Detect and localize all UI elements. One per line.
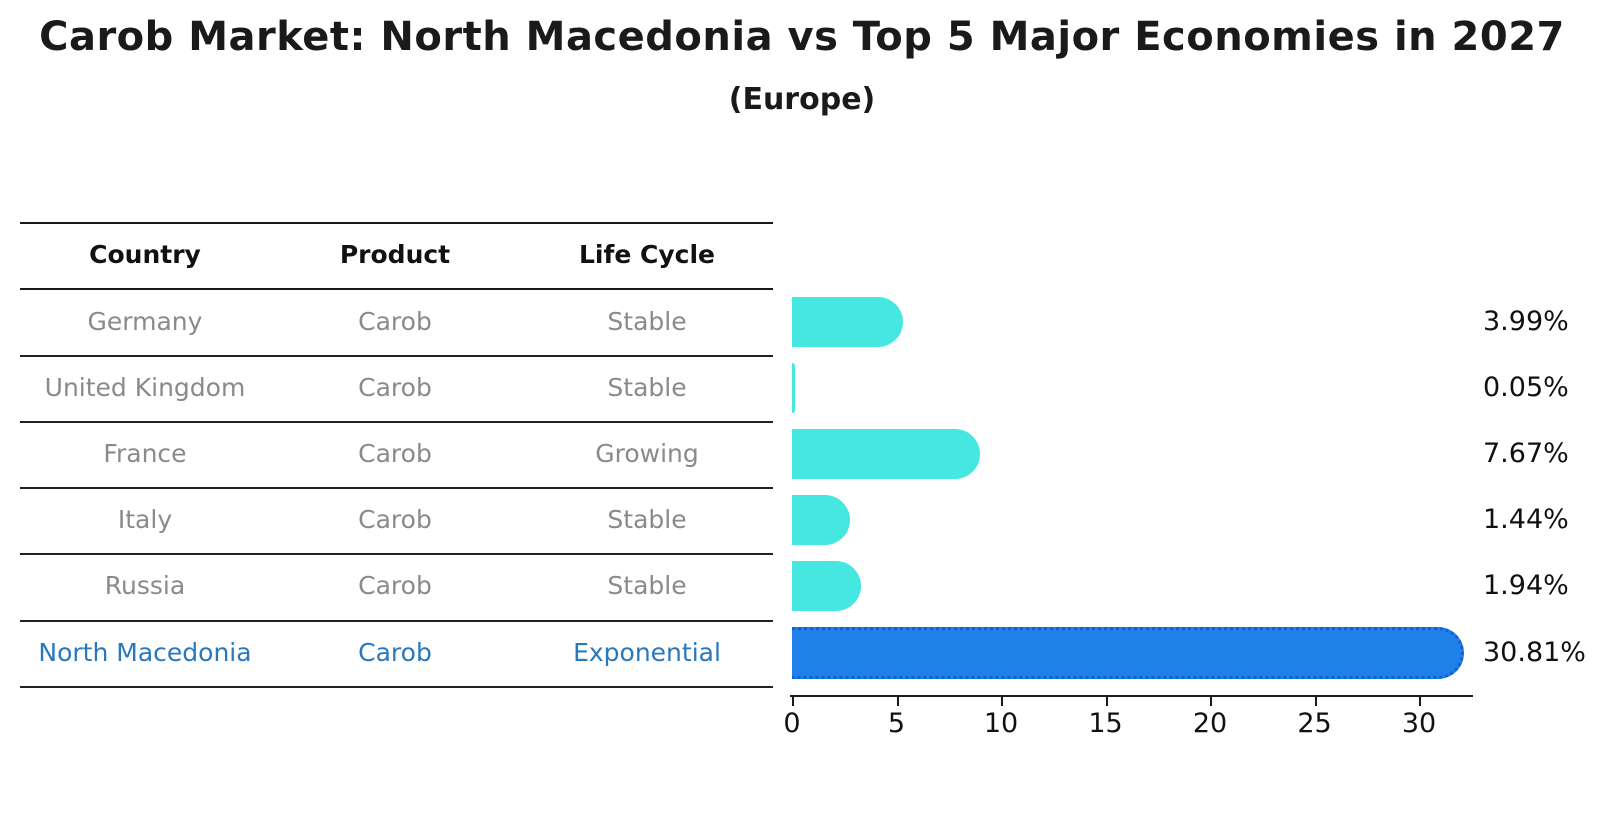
- x-tick-mark: [1105, 695, 1108, 706]
- table-cell-country-highlighted: North Macedonia: [38, 638, 252, 667]
- row-rule: [20, 620, 773, 622]
- table-cell-product-highlighted: Carob: [358, 638, 432, 667]
- table-cell-country: United Kingdom: [44, 373, 246, 402]
- x-axis-line: [790, 695, 1473, 697]
- x-tick-mark: [1210, 695, 1212, 706]
- x-tick-mark: [1314, 695, 1317, 706]
- x-tick-label: 20: [1192, 708, 1228, 739]
- value-label: 7.67%: [1483, 438, 1569, 469]
- x-tick-mark: [1001, 695, 1003, 706]
- column-header-product: Product: [339, 240, 451, 269]
- bar-germany: [792, 297, 903, 347]
- chart-subtitle: (Europe): [728, 82, 876, 117]
- table-cell-product: Carob: [358, 373, 432, 402]
- bar-north-macedonia-highlighted: [792, 627, 1464, 679]
- row-rule: [20, 355, 773, 357]
- row-rule: [20, 421, 773, 423]
- bar-france: [792, 429, 980, 479]
- table-cell-life-cycle: Growing: [595, 439, 699, 468]
- column-header-life-cycle: Life Cycle: [578, 240, 716, 269]
- x-tick-label: 25: [1297, 708, 1332, 739]
- value-label: 1.94%: [1483, 570, 1569, 601]
- x-tick-mark: [896, 695, 899, 706]
- table-cell-country: Germany: [87, 307, 203, 336]
- column-header-country: Country: [89, 240, 201, 269]
- table-cell-life-cycle-highlighted: Exponential: [573, 638, 721, 667]
- x-tick-label: 30: [1401, 708, 1437, 739]
- table-header-rule: [20, 288, 773, 290]
- value-label: 0.05%: [1483, 372, 1569, 403]
- table-cell-country: Italy: [117, 505, 173, 534]
- x-tick-mark: [1419, 695, 1421, 706]
- table-top-rule: [20, 222, 773, 224]
- table-cell-product: Carob: [358, 505, 432, 534]
- table-cell-life-cycle: Stable: [607, 571, 687, 600]
- table-cell-product: Carob: [358, 571, 432, 600]
- bar-italy: [792, 495, 850, 545]
- table-cell-life-cycle: Stable: [607, 373, 687, 402]
- value-label: 1.44%: [1483, 504, 1569, 535]
- bar-russia: [792, 561, 861, 611]
- table-cell-life-cycle: Stable: [607, 505, 687, 534]
- row-rule: [20, 487, 773, 489]
- x-tick-mark: [792, 695, 794, 706]
- table-bottom-rule: [20, 686, 773, 688]
- chart-title: Carob Market: North Macedonia vs Top 5 M…: [39, 14, 1565, 60]
- table-cell-country: Russia: [104, 571, 186, 600]
- row-rule: [20, 553, 773, 555]
- x-tick-label: 10: [983, 708, 1019, 739]
- bar-united-kingdom: [792, 363, 795, 413]
- x-tick-label: 15: [1088, 708, 1123, 739]
- value-label: 30.81%: [1483, 637, 1586, 668]
- table-cell-product: Carob: [358, 307, 432, 336]
- value-label: 3.99%: [1483, 306, 1569, 337]
- table-cell-country: France: [103, 439, 187, 468]
- table-cell-product: Carob: [358, 439, 432, 468]
- x-tick-label: 5: [887, 708, 906, 739]
- table-cell-life-cycle: Stable: [607, 307, 687, 336]
- x-tick-label: 0: [783, 708, 801, 739]
